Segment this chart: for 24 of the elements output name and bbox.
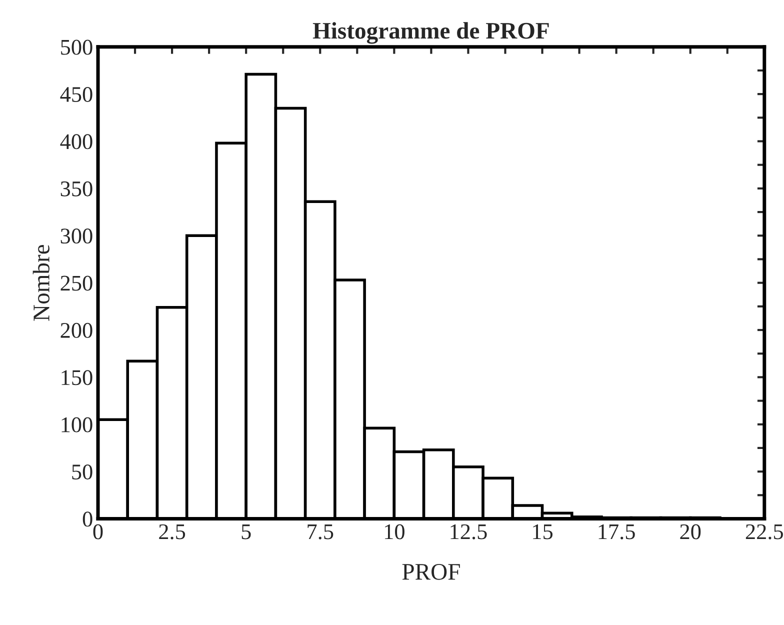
y-tick-label: 0 — [82, 512, 92, 527]
y-tick-label: 500 — [61, 40, 92, 55]
y-axis-title: Nombre — [32, 244, 50, 321]
x-tick-label: 2.5 — [159, 524, 186, 540]
x-tick-label: 12.5 — [450, 524, 487, 540]
x-tick-label: 5 — [242, 524, 251, 540]
y-tick-label: 450 — [60, 86, 92, 102]
x-tick-label: 17.5 — [598, 524, 635, 540]
chart-title: Histogramme de PROF — [312, 22, 549, 44]
x-tick-label: 22.5 — [746, 524, 783, 540]
y-tick-label: 100 — [62, 417, 92, 432]
y-tick-label: 400 — [60, 134, 92, 150]
x-tick-label: 10 — [385, 524, 404, 540]
x-tick-label: 0 — [93, 524, 103, 540]
x-tick-label: 20 — [680, 524, 701, 540]
x-axis-title: PROF — [402, 564, 460, 580]
y-tick-label: 250 — [60, 276, 92, 291]
y-tick-label: 150 — [62, 370, 92, 386]
y-tick-label: 200 — [60, 322, 92, 338]
x-tick-label: 7.5 — [308, 524, 334, 540]
x-tick-label: 15 — [533, 524, 553, 540]
y-tick-label: 350 — [60, 181, 92, 196]
y-tick-label: 50 — [72, 464, 92, 480]
y-tick-label: 300 — [60, 228, 92, 244]
